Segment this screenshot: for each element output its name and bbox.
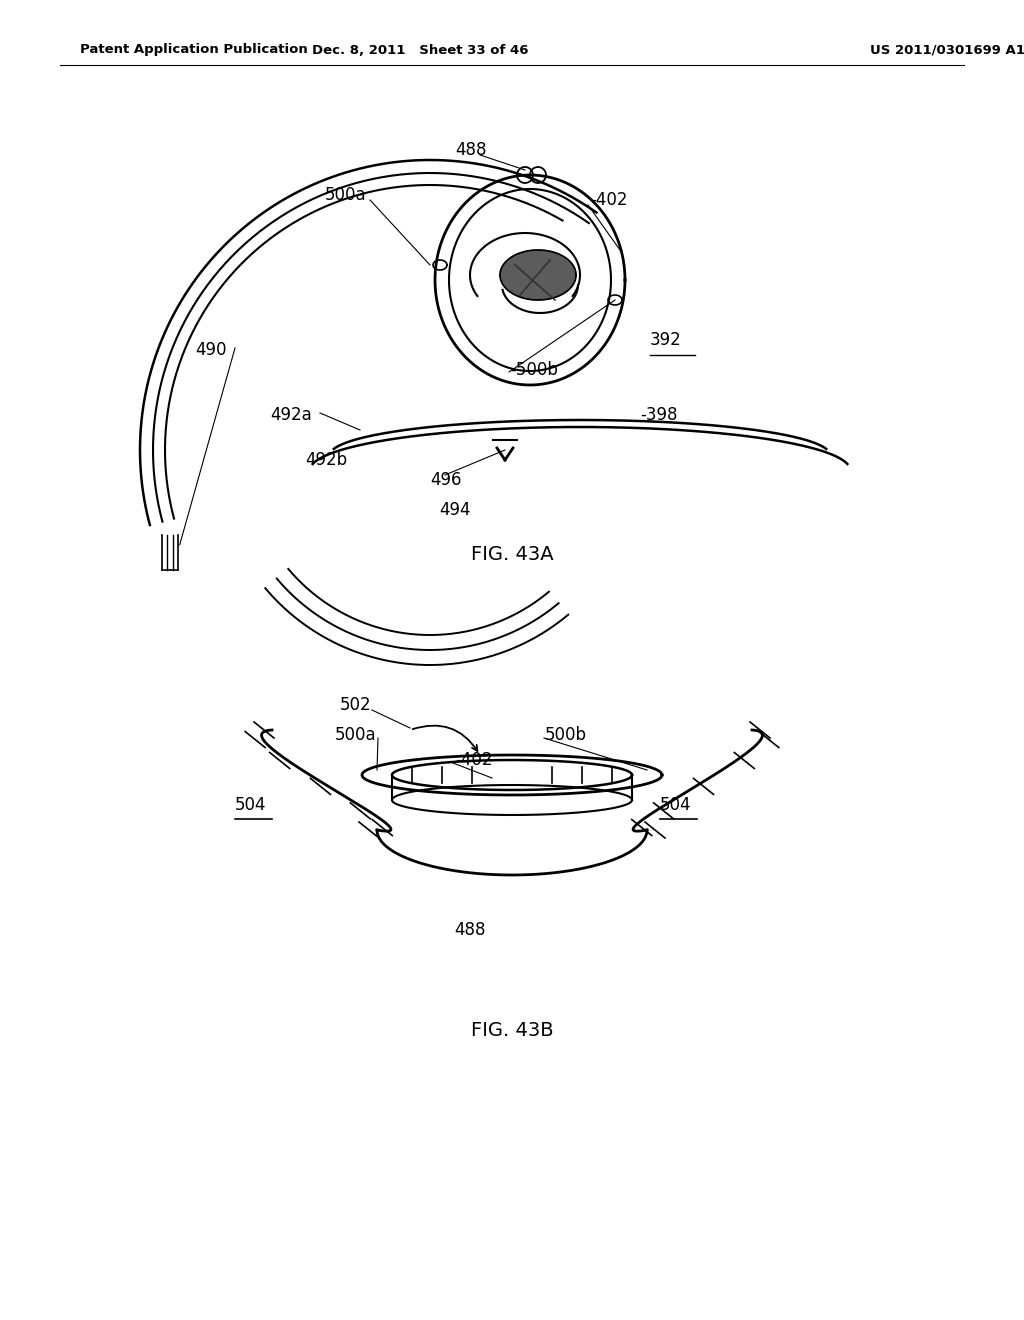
Text: 504: 504 (234, 796, 266, 814)
Text: 500a: 500a (325, 186, 367, 205)
Text: -402: -402 (455, 751, 493, 770)
Text: 494: 494 (439, 502, 471, 519)
Text: 488: 488 (455, 141, 486, 158)
Text: Dec. 8, 2011   Sheet 33 of 46: Dec. 8, 2011 Sheet 33 of 46 (311, 44, 528, 57)
Text: -398: -398 (640, 407, 678, 424)
Text: 500b: 500b (545, 726, 587, 744)
Text: -500b: -500b (510, 360, 558, 379)
Polygon shape (500, 249, 575, 300)
Text: 492b: 492b (305, 451, 347, 469)
Text: 502: 502 (340, 696, 372, 714)
Text: 492a: 492a (270, 407, 311, 424)
Text: FIG. 43B: FIG. 43B (471, 1020, 553, 1040)
Text: 392: 392 (650, 331, 682, 348)
Text: FIG. 43A: FIG. 43A (471, 545, 553, 565)
Text: 504: 504 (660, 796, 691, 814)
Text: 488: 488 (455, 921, 485, 939)
Text: Patent Application Publication: Patent Application Publication (80, 44, 308, 57)
Text: 500a: 500a (335, 726, 377, 744)
Text: -402: -402 (590, 191, 628, 209)
Text: US 2011/0301699 A1: US 2011/0301699 A1 (870, 44, 1024, 57)
Text: 496: 496 (430, 471, 462, 488)
Text: 490: 490 (195, 341, 226, 359)
